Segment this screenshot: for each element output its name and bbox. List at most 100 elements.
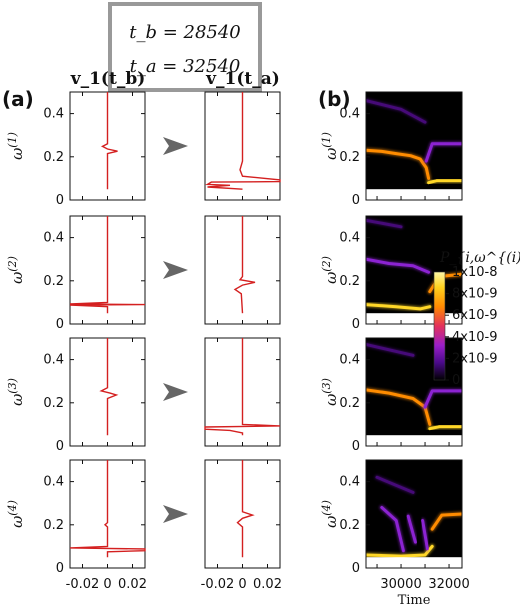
heatmap-ytick-label-2-2: 0.4 <box>339 231 360 246</box>
heatmap-content-3 <box>366 342 462 432</box>
colorbar-tick-label-5: 0 <box>452 373 460 388</box>
heatmap-track-1-0 <box>366 148 431 180</box>
heatmap-track-4-2 <box>406 514 417 544</box>
eigvec-before-ytick-label-2-1: 0.2 <box>43 274 64 289</box>
colorbar-tick-label-3: 4x10-9 <box>452 330 497 345</box>
panel-a-eigenvector-plots: 0 0.2 0.4 ω(1) 0 0.2 0.4 ω(2) 0 0.2 0.4 ω(3) 0 0.2 0.4… <box>6 91 282 592</box>
heatmap-lower-margin-1 <box>366 189 462 200</box>
colorbar: P_{i,ω^{(i)}}(t) 1x10-8 8x10-9 6x10-9 4x10-… <box>433 250 520 388</box>
eigvec-line-before-2 <box>69 216 146 314</box>
eigvec-before-ytick-label-3-0: 0 <box>56 439 64 454</box>
heatmap-ytick-label-4-2: 0.4 <box>339 475 360 490</box>
eigvec-xtick-label-before-2: 0.02 <box>118 577 147 592</box>
eigvec-before-ytick-label-2-2: 0.4 <box>43 231 64 246</box>
eigvec-before-ytick-label-2-0: 0 <box>56 317 64 332</box>
colorbar-tick-label-1: 8x10-9 <box>452 287 497 302</box>
heatmap-track-2-3 <box>366 218 403 229</box>
eigvec-before-ytick-label-3-1: 0.2 <box>43 396 64 411</box>
heatmap-content-4 <box>366 474 462 559</box>
heatmap-ylabel-1: ω(1) <box>320 132 340 160</box>
eigvec-xtick-label-after-2: 0.02 <box>253 577 282 592</box>
time-legend-box: t_b = 28540 t_a = 32540 <box>108 2 262 92</box>
heatmap-track-2-0 <box>366 257 431 274</box>
eigvec-before-ytick-label-4-1: 0.2 <box>43 518 64 533</box>
eigvec-line-after-3 <box>204 338 281 436</box>
heatmap-content-1 <box>366 98 462 186</box>
heatmap-ylabel-2: ω(2) <box>320 256 340 284</box>
eigvec-ylabel-3: ω(3) <box>6 378 26 406</box>
eigvec-before-ytick-label-3-2: 0.4 <box>43 353 64 368</box>
heatmap-lower-margin-2 <box>366 313 462 324</box>
heatmap-xtick-label-0: 30000 <box>380 577 421 592</box>
eigvec-xtick-label-after-0: -0.02 <box>201 577 235 592</box>
heatmap-track-4-5 <box>375 475 415 494</box>
eigvec-ylabel-4: ω(4) <box>6 500 26 528</box>
eigvec-xtick-label-before-0: -0.02 <box>66 577 100 592</box>
eigvec-line-before-3 <box>99 338 119 436</box>
colorbar-gradient <box>433 271 446 381</box>
eigvec-ylabel-1: ω(1) <box>6 132 26 160</box>
heatmap-content-2 <box>366 217 462 312</box>
colorbar-tick-label-0: 1x10-8 <box>452 265 497 280</box>
heatmap-xtick-label-1: 32000 <box>428 577 469 592</box>
t-after-label: t_a = 32540 <box>130 56 241 77</box>
eigvec-before-ytick-label-1-2: 0.4 <box>43 107 64 122</box>
eigvec-xtick-label-before-1: 0 <box>103 577 111 592</box>
transition-arrow-1 <box>163 137 188 155</box>
eigvec-before-ytick-label-1-1: 0.2 <box>43 150 64 165</box>
colorbar-title: P_{i,ω^{(i)}}(t) <box>439 250 520 266</box>
transition-arrow-3 <box>163 383 188 401</box>
heatmap-ylabel-4: ω(4) <box>320 500 340 528</box>
heatmap-track-1-1 <box>424 142 462 163</box>
panel-a-letter: (a) <box>2 87 34 111</box>
heatmap-track-3-3 <box>366 343 415 357</box>
heatmap-ytick-label-1-0: 0 <box>352 193 360 208</box>
heatmap-ytick-label-1-1: 0.2 <box>339 150 360 165</box>
eigvec-before-ytick-label-4-0: 0 <box>56 561 64 576</box>
heatmap-ytick-label-3-0: 0 <box>352 439 360 454</box>
eigvec-before-ytick-label-1-0: 0 <box>56 193 64 208</box>
heatmap-ytick-label-4-1: 0.2 <box>339 518 360 533</box>
eigvec-line-after-4 <box>236 460 255 558</box>
heatmap-track-4-1 <box>380 506 405 553</box>
heatmap-frame-2 <box>365 215 463 325</box>
eigvec-line-after-1 <box>205 92 281 190</box>
heatmap-frame-1 <box>365 91 463 201</box>
heatmap-track-1-2 <box>427 179 462 185</box>
heatmap-track-2-1 <box>366 303 432 311</box>
heatmap-track-3-1 <box>423 389 462 409</box>
heatmap-track-4-4 <box>430 512 462 531</box>
eigvec-line-before-1 <box>100 92 118 190</box>
heatmap-ylabel-3: ω(3) <box>320 378 340 406</box>
eigvec-line-before-4 <box>69 460 146 558</box>
heatmap-ytick-label-4-0: 0 <box>352 561 360 576</box>
eigvec-line-after-2 <box>233 216 256 314</box>
heatmap-frame-4 <box>365 459 463 569</box>
heatmap-track-1-3 <box>366 99 427 124</box>
heatmap-ytick-label-3-2: 0.4 <box>339 353 360 368</box>
heatmap-frame-3 <box>365 337 463 447</box>
heatmap-ytick-label-1-2: 0.4 <box>339 107 360 122</box>
heatmap-lower-margin-4 <box>366 557 462 568</box>
eigvec-before-ytick-label-4-2: 0.4 <box>43 475 64 490</box>
transition-arrow-2 <box>163 261 188 279</box>
t-before-label: t_b = 28540 <box>129 22 241 43</box>
heatmap-track-4-3 <box>421 519 429 551</box>
colorbar-tick-label-4: 2x10-9 <box>452 351 497 366</box>
heatmap-ytick-label-2-1: 0.2 <box>339 274 360 289</box>
eigvec-xtick-label-after-1: 0 <box>238 577 246 592</box>
transition-arrow-4 <box>163 505 188 523</box>
heatmap-ytick-label-3-1: 0.2 <box>339 396 360 411</box>
heatmap-lower-margin-3 <box>366 435 462 446</box>
heatmap-ytick-label-2-0: 0 <box>352 317 360 332</box>
heatmap-track-3-2 <box>428 425 462 431</box>
panel-b-letter: (b) <box>318 87 351 111</box>
eigvec-ylabel-2: ω(2) <box>6 256 26 284</box>
heatmap-track-3-0 <box>366 388 432 426</box>
colorbar-tick-label-2: 6x10-9 <box>452 308 497 323</box>
heatmap-xlabel: Time <box>398 593 431 606</box>
column-title-before: v_1(t_b) <box>70 69 146 89</box>
panel-b-heatmaps: 0 0.2 0.4 ω(1) 0 0.2 0.4 ω(2) 0 0.2 0.4 ω(3) 0 0.2 0.4… <box>320 91 470 606</box>
column-title-after: v_1(t_a) <box>205 69 280 89</box>
